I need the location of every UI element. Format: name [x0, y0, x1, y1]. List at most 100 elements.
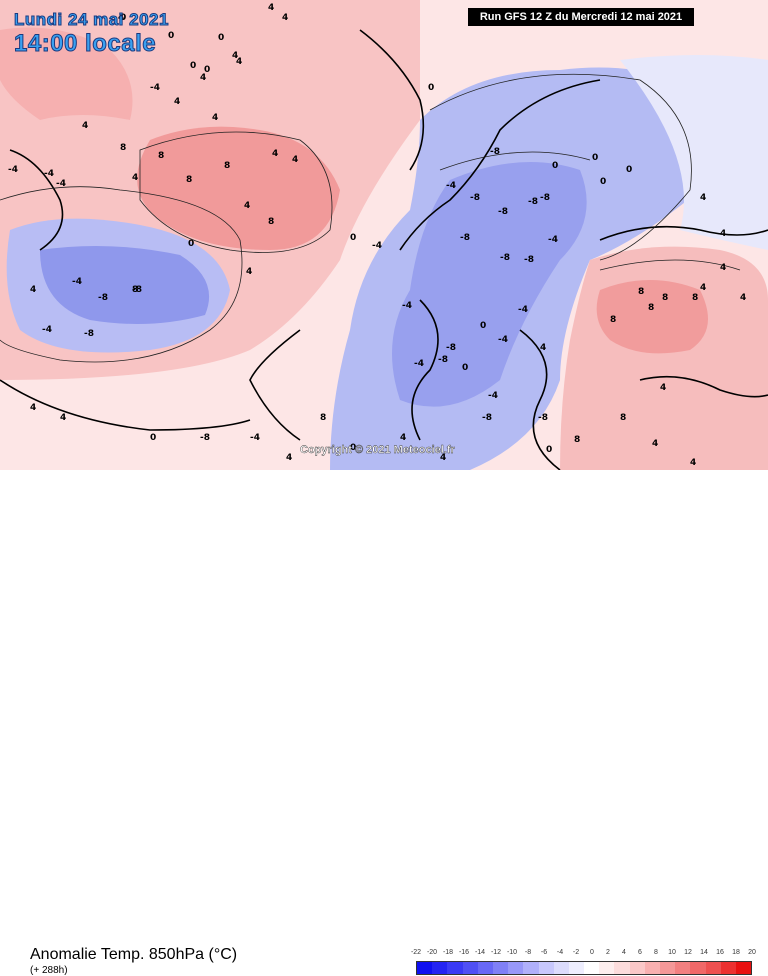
contour-label: 8 [610, 315, 616, 325]
legend-label: 6 [638, 949, 642, 956]
legend-swatch [523, 962, 539, 974]
contour-label: 4 [132, 173, 138, 183]
legend-swatch [508, 962, 524, 974]
legend-swatch [477, 962, 493, 974]
color-legend: -22 -20 -18 -16 -14 -12 -10 -8 -6 -4 -2 0 2 4 6 8 10 12 14… [411, 949, 756, 975]
contour-label: 8 [186, 175, 192, 185]
contour-label: 8 [662, 293, 668, 303]
legend-swatch [660, 962, 676, 974]
legend-label: 2 [606, 949, 610, 956]
legend-swatch [568, 962, 585, 974]
legend-label: -10 [506, 949, 518, 956]
contour-label: 0 [188, 239, 194, 249]
contour-label: 8 [620, 413, 626, 423]
contour-label: -8 [500, 253, 510, 263]
legend-label: -2 [572, 949, 580, 956]
footer: Anomalie Temp. 850hPa (°C) (+ 288h) -22-… [0, 470, 768, 976]
contour-label: 0 [480, 321, 486, 331]
contour-label: -4 [8, 165, 18, 175]
legend-swatch [705, 962, 721, 974]
copyright-text: Copyright © 2021 Meteociel.fr [300, 444, 455, 456]
contour-label: 4 [212, 113, 218, 123]
contour-label: 0 [552, 161, 558, 171]
contour-label: 0 [350, 443, 356, 453]
legend-swatch [644, 962, 660, 974]
legend-swatch [735, 962, 752, 974]
contour-label: -4 [72, 277, 82, 287]
contour-label: -8 [490, 147, 500, 157]
legend-label: -20 [426, 949, 438, 956]
legend-label: 16 [716, 949, 724, 956]
contour-label: -8 [528, 197, 538, 207]
contour-label: -8 [438, 355, 448, 365]
contour-label: 4 [244, 201, 250, 211]
contour-label: -8 [498, 207, 508, 217]
contour-label: 4 [700, 283, 706, 293]
contour-label: 4 [292, 155, 298, 165]
legend-label: 20 [748, 949, 756, 956]
contour-label: 4 [282, 13, 288, 23]
contour-label: 0 [592, 153, 598, 163]
contour-label: 4 [30, 285, 36, 295]
contour-label: 8 [224, 161, 230, 171]
legend-swatch [462, 962, 478, 974]
legend-swatch [538, 962, 554, 974]
legend-label: 10 [668, 949, 676, 956]
contour-label: 4 [246, 267, 252, 277]
contour-label: 4 [720, 263, 726, 273]
contour-label: 4 [690, 458, 696, 468]
legend-label: -6 [540, 949, 548, 956]
legend-swatch [553, 962, 569, 974]
legend-swatch [447, 962, 463, 974]
legend-swatch [492, 962, 509, 974]
contour-label: 0 [190, 61, 196, 71]
contour-label: 8 [320, 413, 326, 423]
contour-label: 4 [652, 439, 658, 449]
contour-label: -4 [402, 301, 412, 311]
chart-title: Anomalie Temp. 850hPa (°C) [30, 946, 238, 963]
contour-label: -8 [460, 233, 470, 243]
contour-label: 4 [200, 73, 206, 83]
contour-label: -4 [56, 179, 66, 189]
contour-label: 4 [174, 97, 180, 107]
legend-label: 0 [590, 949, 594, 956]
contour-label: 4 [268, 3, 274, 13]
contour-label: 4 [440, 453, 446, 463]
contour-label: 4 [400, 433, 406, 443]
legend-swatch [690, 962, 706, 974]
contour-label: -8 [470, 193, 480, 203]
contour-label: 8 [574, 435, 580, 445]
contour-label: 0 [218, 33, 224, 43]
legend-label: -14 [474, 949, 486, 956]
legend-label: 14 [700, 949, 708, 956]
contour-label: 0 [120, 13, 126, 23]
contour-label: 0 [168, 31, 174, 41]
legend-swatch [599, 962, 615, 974]
contour-label: -4 [372, 241, 382, 251]
legend-label: 12 [684, 949, 692, 956]
contour-label: 8 [692, 293, 698, 303]
contour-label: 0 [600, 177, 606, 187]
contour-label: -4 [498, 335, 508, 345]
legend-label: -12 [490, 949, 502, 956]
contour-label: -4 [488, 391, 498, 401]
contour-label: 8 [120, 143, 126, 153]
contour-label: 0 [350, 233, 356, 243]
contour-label: -4 [150, 83, 160, 93]
chart-subtitle: (+ 288h) [30, 965, 68, 976]
legend-swatch [417, 962, 433, 974]
contour-label: 8 [132, 285, 138, 295]
legend-label: -8 [524, 949, 532, 956]
contour-label: 4 [540, 343, 546, 353]
contour-label: -4 [548, 235, 558, 245]
contour-label: -8 [98, 293, 108, 303]
contour-label: 0 [626, 165, 632, 175]
legend-swatch [432, 962, 448, 974]
legend-label: -22 [410, 949, 422, 956]
contour-label: -4 [42, 325, 52, 335]
legend-swatch [720, 962, 736, 974]
legend-label: 8 [654, 949, 658, 956]
contour-label: 0 [546, 445, 552, 455]
contour-label: -8 [482, 413, 492, 423]
